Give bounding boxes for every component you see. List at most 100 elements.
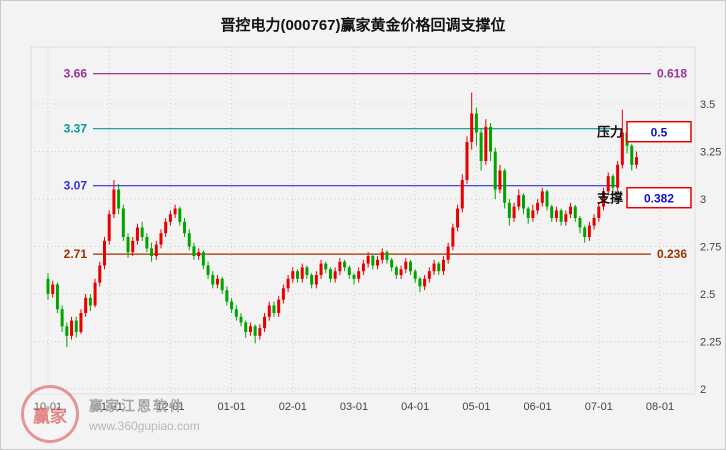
candle-body xyxy=(192,246,196,256)
x-axis-label: 04-01 xyxy=(401,401,429,413)
candle-body xyxy=(300,267,304,279)
candle-body xyxy=(70,320,74,336)
candle-body xyxy=(117,189,121,209)
candle-body xyxy=(489,126,493,152)
x-axis-label: 05-01 xyxy=(462,401,490,413)
y-axis-label: 2.75 xyxy=(700,242,721,254)
candle-body xyxy=(267,305,271,317)
candle-body xyxy=(65,326,69,336)
candle-body xyxy=(526,208,530,218)
candle-body xyxy=(465,142,469,180)
candle-body xyxy=(121,208,125,237)
candle-body xyxy=(206,265,210,275)
x-axis-label: 02-01 xyxy=(279,401,307,413)
candle-body xyxy=(602,191,606,207)
candle-body xyxy=(385,252,389,260)
candle-body xyxy=(394,267,398,275)
candle-body xyxy=(441,259,445,272)
candle-body xyxy=(531,210,535,218)
candles xyxy=(46,92,638,348)
candle-body xyxy=(55,284,59,310)
candle-body xyxy=(263,316,267,329)
candle-body xyxy=(517,195,521,207)
fib-price-label: 3.66 xyxy=(64,67,88,81)
candle-body xyxy=(168,214,172,222)
ratio-box xyxy=(626,120,692,143)
candle-body xyxy=(573,206,577,218)
ratio-box xyxy=(626,186,692,209)
candle-body xyxy=(404,261,408,270)
candle-body xyxy=(630,145,634,165)
fib-ratio-label: 0.618 xyxy=(657,67,687,81)
candle-body xyxy=(135,227,139,241)
candle-body xyxy=(503,170,507,203)
candle-body xyxy=(380,252,384,260)
candle-body xyxy=(432,263,436,272)
fib-ratio-label: 0.236 xyxy=(657,247,687,261)
candle-body xyxy=(427,271,431,279)
candle-body xyxy=(550,206,554,218)
candle-body xyxy=(286,278,290,289)
candle-body xyxy=(493,151,497,190)
fib-ratio-label: 0.382 xyxy=(644,192,674,206)
fib-ratio-label: 0.5 xyxy=(651,126,668,140)
candle-body xyxy=(634,157,638,165)
candle-body xyxy=(178,208,182,222)
candle-body xyxy=(376,259,380,266)
level-tag: 压力 xyxy=(597,125,623,140)
candle-body xyxy=(239,316,243,323)
x-axis-label: 08-01 xyxy=(646,401,674,413)
candle-body xyxy=(559,210,563,222)
candle-body xyxy=(296,271,300,279)
candle-body xyxy=(197,252,201,256)
chart-title: 晋控电力(000767)赢家黄金价格回调支撑位 xyxy=(220,17,506,34)
candle-body xyxy=(154,244,158,256)
candle-body xyxy=(616,164,620,188)
candle-body xyxy=(51,284,55,294)
candle-body xyxy=(277,299,281,313)
candle-body xyxy=(474,113,478,133)
candle-body xyxy=(164,221,168,234)
candle-body xyxy=(173,208,177,215)
candle-body xyxy=(225,290,229,302)
candle-body xyxy=(74,320,78,332)
candle-body xyxy=(215,278,219,285)
candle-body xyxy=(611,176,615,188)
fib-price-label: 2.71 xyxy=(64,247,88,261)
candle-body xyxy=(423,278,427,287)
candle-body xyxy=(258,328,262,336)
x-axis-label: 06-01 xyxy=(524,401,552,413)
candle-body xyxy=(578,218,582,228)
candle-body xyxy=(324,263,328,270)
candle-body xyxy=(126,237,130,253)
candle-body xyxy=(60,309,64,327)
candle-body xyxy=(102,240,106,266)
candle-body xyxy=(357,271,361,279)
candle-body xyxy=(371,256,375,266)
candle-body xyxy=(366,256,370,264)
candle-body xyxy=(88,297,92,306)
candle-body xyxy=(361,263,365,272)
candle-body xyxy=(248,326,252,332)
brand-seal-icon: 赢家 xyxy=(21,385,79,443)
level-tag: 支撑 xyxy=(596,191,623,206)
y-axis-label: 2.25 xyxy=(700,337,721,349)
candle-body xyxy=(521,195,525,209)
candle-body xyxy=(281,288,285,300)
candle-body xyxy=(606,176,610,192)
candle-body xyxy=(592,218,596,226)
candle-body xyxy=(79,313,83,332)
seal-text: 赢家 xyxy=(33,406,67,426)
candle-body xyxy=(84,297,88,313)
y-axis-label: 3.25 xyxy=(700,147,721,159)
candle-body xyxy=(98,265,102,283)
candle-body xyxy=(597,206,601,218)
y-axis-label: 2.5 xyxy=(700,289,715,301)
candle-body xyxy=(545,191,549,207)
candle-body xyxy=(437,263,441,272)
candle-body xyxy=(390,259,394,268)
candle-body xyxy=(399,269,403,275)
candle-body xyxy=(484,126,488,161)
